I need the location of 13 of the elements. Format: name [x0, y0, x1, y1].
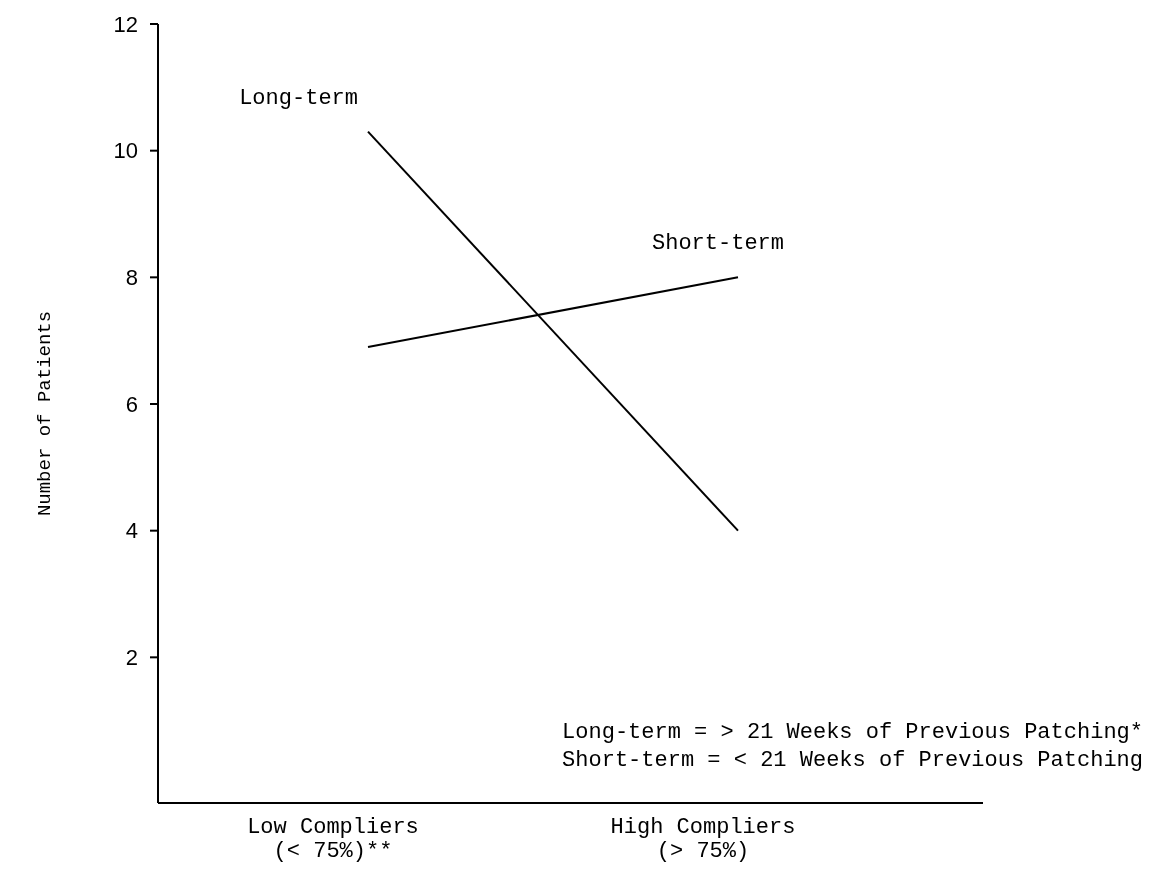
x-tick-label: High Compliers (> 75%) — [610, 815, 796, 864]
y-axis-title: Number of Patients — [34, 310, 56, 517]
annotation: Short-term = < 21 Weeks of Previous Patching — [562, 748, 1143, 773]
annotation: Long-term = > 21 Weeks of Previous Patching* — [562, 720, 1143, 745]
y-tick-label: 8 — [125, 265, 138, 291]
y-tick-label: 12 — [113, 11, 138, 37]
y-tick-label: 10 — [113, 138, 138, 164]
y-tick-label: 6 — [125, 391, 138, 417]
y-tick-label: 2 — [125, 645, 138, 671]
y-tick-label: 4 — [125, 518, 138, 544]
series-label: Short-term — [651, 231, 785, 257]
series-label: Long-term — [239, 85, 358, 111]
x-tick-label: Low Compliers (< 75%)** — [247, 815, 419, 864]
